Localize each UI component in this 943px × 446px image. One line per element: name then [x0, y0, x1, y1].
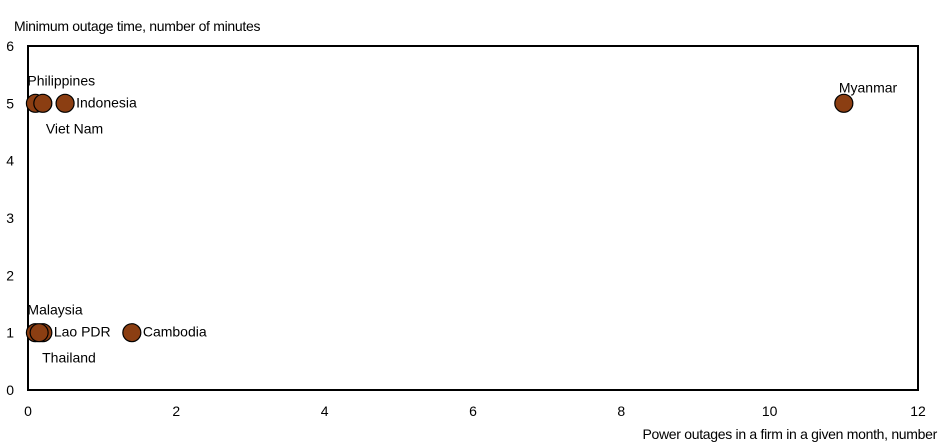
point-label: Malaysia: [27, 302, 82, 318]
point-label: Viet Nam: [46, 120, 103, 136]
data-point: [55, 93, 75, 113]
point-label: Cambodia: [143, 324, 207, 340]
x-tick-label: 4: [321, 403, 329, 419]
point-label: Indonesia: [76, 94, 137, 110]
data-point: [122, 323, 142, 343]
y-tick-label: 1: [6, 325, 14, 341]
point-label: Philippines: [27, 72, 95, 88]
x-tick-label: 12: [910, 403, 926, 419]
point-label: Myanmar: [839, 79, 898, 95]
y-axis-title: Minimum outage time, number of minutes: [14, 18, 261, 34]
data-point: [33, 93, 53, 113]
y-tick-label: 6: [6, 38, 14, 54]
x-tick-label: 2: [172, 403, 180, 419]
point-label: Thailand: [42, 350, 96, 366]
data-point: [834, 93, 854, 113]
y-tick-labels: 0 1 2 3 4 5 6: [6, 38, 14, 398]
x-tick-label: 10: [762, 403, 778, 419]
y-tick-label: 5: [6, 95, 14, 111]
data-points: [25, 93, 854, 343]
data-point: [29, 323, 49, 343]
x-tick-label: 6: [469, 403, 477, 419]
y-tick-label: 4: [6, 153, 14, 169]
point-label: Lao PDR: [54, 324, 111, 340]
y-tick-label: 3: [6, 210, 14, 226]
x-tick-label: 8: [617, 403, 625, 419]
point-labels: Philippines Viet Nam Indonesia Myanmar Malay…: [27, 72, 897, 365]
x-tick-labels: 0 2 4 6 8 10 12: [24, 403, 926, 419]
y-tick-label: 2: [6, 267, 14, 283]
plot-area-frame: [27, 45, 919, 391]
x-axis-title: Power outages in a firm in a given month…: [642, 426, 937, 442]
y-tick-label: 0: [6, 382, 14, 398]
x-tick-label: 0: [24, 403, 32, 419]
